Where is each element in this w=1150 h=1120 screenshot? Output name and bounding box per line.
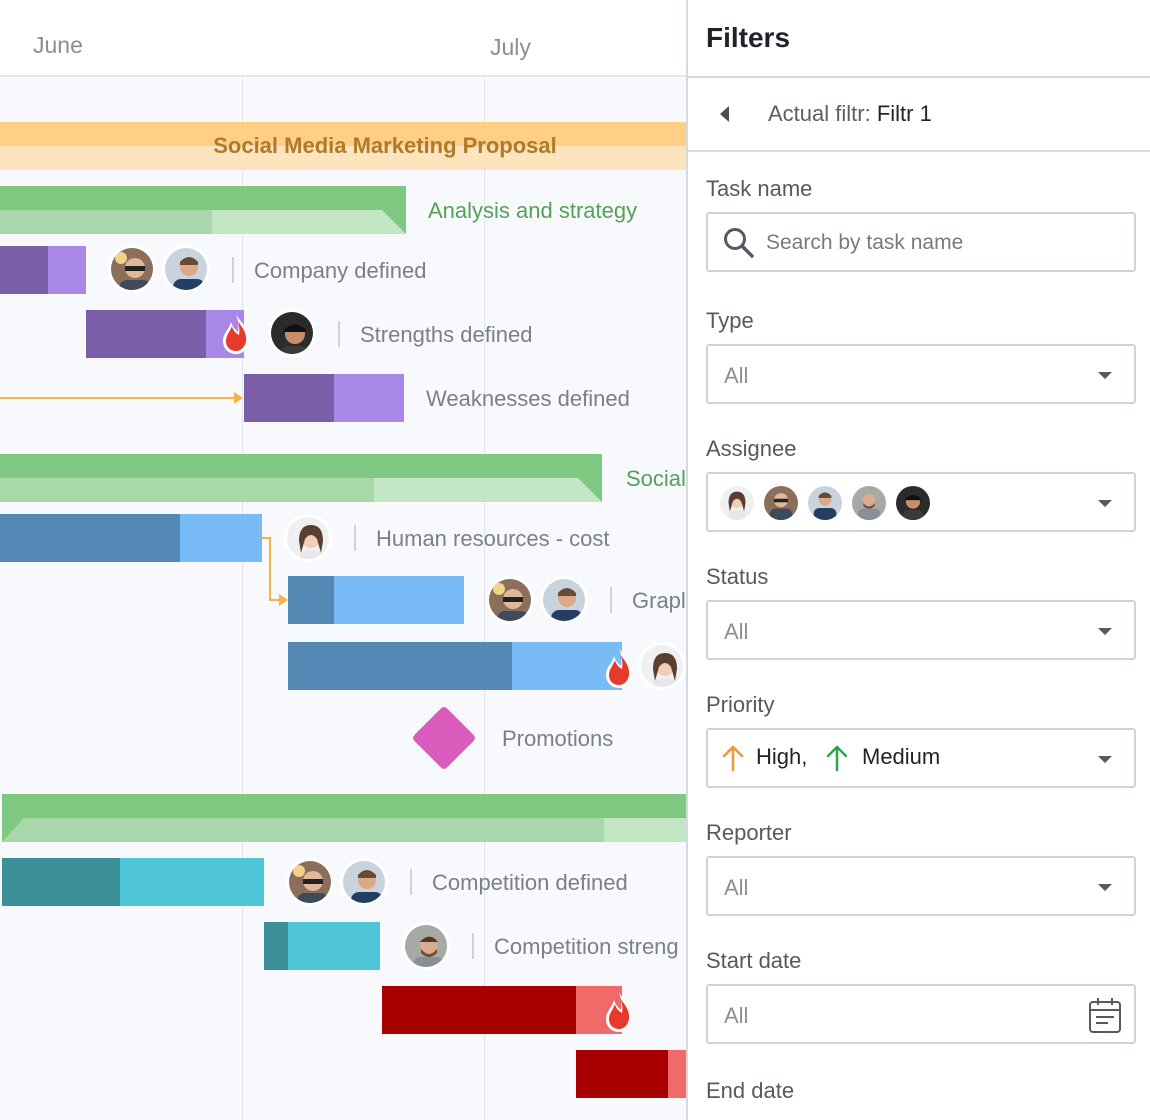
chevron-down-icon — [1098, 884, 1112, 891]
avatar — [268, 309, 316, 357]
task-bar-blue-long[interactable] — [288, 642, 622, 690]
chevron-down-icon — [1098, 372, 1112, 379]
reporter-value: All — [724, 875, 749, 900]
avatar — [402, 922, 450, 970]
task-name-search-box[interactable] — [706, 212, 1136, 272]
avatar — [540, 576, 588, 624]
task-label-graphics: Grapl — [632, 588, 686, 613]
start-date-label: Start date — [706, 948, 802, 973]
avatar — [286, 858, 334, 906]
dependency-line — [269, 537, 271, 600]
dependency-arrow — [279, 594, 288, 606]
task-bar-graphics[interactable] — [288, 576, 464, 624]
status-label: Status — [706, 564, 769, 589]
task-name-label: Task name — [706, 176, 813, 201]
task-bar-red-1[interactable] — [382, 986, 622, 1034]
task-bar-weaknesses-defined[interactable] — [244, 374, 404, 422]
fire-icon — [602, 990, 636, 1034]
assignee-select[interactable] — [706, 472, 1136, 532]
month-label-june: June — [33, 32, 83, 58]
project-summary-bar[interactable]: Social Media Marketing Proposal — [0, 122, 687, 170]
arrow-up-icon — [722, 745, 744, 772]
separator — [354, 525, 356, 551]
priority-label: Priority — [706, 692, 775, 717]
filters-panel: Filters Actual filtr: Filtr 1 Task name … — [686, 0, 1150, 1120]
actual-filter-row[interactable]: Actual filtr: Filtr 1 — [688, 78, 1150, 152]
task-label-company-defined: Company defined — [254, 258, 427, 283]
priority-high: High, — [756, 744, 808, 769]
chevron-down-icon — [1098, 500, 1112, 507]
separator — [410, 869, 412, 895]
avatar — [850, 484, 888, 522]
month-label-july: July — [490, 34, 531, 60]
fire-icon — [219, 312, 253, 356]
chevron-down-icon — [1098, 628, 1112, 635]
dependency-line — [0, 397, 236, 399]
avatar — [638, 642, 686, 690]
task-label-weaknesses-defined: Weaknesses defined — [426, 386, 630, 411]
group-label-analysis: Analysis and strategy — [428, 198, 638, 223]
type-select[interactable]: All — [706, 344, 1136, 404]
dependency-arrow — [234, 392, 243, 404]
type-value: All — [724, 363, 749, 388]
avatar — [162, 245, 210, 293]
task-bar-red-2[interactable] — [576, 1050, 687, 1098]
dependency-line — [262, 537, 270, 539]
filters-header: Filters — [688, 0, 1150, 78]
avatar — [340, 858, 388, 906]
assignee-label: Assignee — [706, 436, 797, 461]
task-label-competition-strengths: Competition streng — [494, 934, 679, 959]
task-bar-competition-strengths[interactable] — [264, 922, 380, 970]
timeline-header: June July — [0, 0, 687, 77]
avatar — [806, 484, 844, 522]
task-bar-human-resources[interactable] — [0, 514, 262, 562]
status-select[interactable]: All — [706, 600, 1136, 660]
task-label-competition-defined: Competition defined — [432, 870, 628, 895]
task-label-strengths-defined: Strengths defined — [360, 322, 533, 347]
summary-bar-competition[interactable] — [2, 794, 687, 842]
summary-bar-analysis[interactable] — [0, 186, 406, 234]
actual-filter-name: Filtr 1 — [876, 101, 932, 126]
back-arrow-icon[interactable] — [720, 106, 729, 122]
start-date-value: All — [724, 1003, 749, 1028]
separator — [338, 321, 340, 347]
filters-title: Filters — [706, 22, 791, 53]
reporter-label: Reporter — [706, 820, 792, 845]
type-label: Type — [706, 308, 754, 333]
separator — [472, 933, 474, 959]
avatar — [894, 484, 932, 522]
avatar — [718, 484, 756, 522]
reporter-select[interactable]: All — [706, 856, 1136, 916]
avatar — [284, 514, 332, 562]
task-label-human-resources: Human resources - cost — [376, 526, 610, 551]
task-name-search-input[interactable] — [766, 228, 1106, 258]
task-bar-competition-defined[interactable] — [2, 858, 264, 906]
milestone-label-promotions: Promotions — [502, 726, 614, 751]
project-title: Social Media Marketing Proposal — [213, 133, 557, 158]
end-date-label: End date — [706, 1078, 795, 1103]
actual-filter-text: Actual filtr: Filtr 1 — [768, 101, 932, 127]
separator — [610, 587, 612, 613]
calendar-icon[interactable] — [1088, 996, 1122, 1034]
group-label-social: Social — [626, 466, 686, 491]
gantt-chart: June July Social Media Marketing Proposa… — [0, 0, 687, 1120]
separator — [232, 257, 234, 283]
actual-filter-prefix: Actual filtr: — [768, 101, 871, 126]
task-bar-company-defined[interactable] — [0, 246, 86, 294]
summary-bar-social[interactable] — [0, 454, 602, 502]
status-value: All — [724, 619, 749, 644]
search-icon — [724, 228, 754, 258]
priority-medium: Medium — [862, 744, 941, 769]
grid-line — [484, 78, 485, 1120]
arrow-up-icon — [826, 745, 848, 772]
start-date-picker[interactable]: All — [706, 984, 1136, 1044]
dependency-line — [269, 599, 281, 601]
avatar — [108, 245, 156, 293]
chevron-down-icon — [1098, 756, 1112, 763]
grid-line — [242, 78, 243, 1120]
fire-icon — [602, 646, 636, 690]
avatar — [486, 576, 534, 624]
avatar — [762, 484, 800, 522]
priority-select[interactable]: High, Medium — [706, 728, 1136, 788]
